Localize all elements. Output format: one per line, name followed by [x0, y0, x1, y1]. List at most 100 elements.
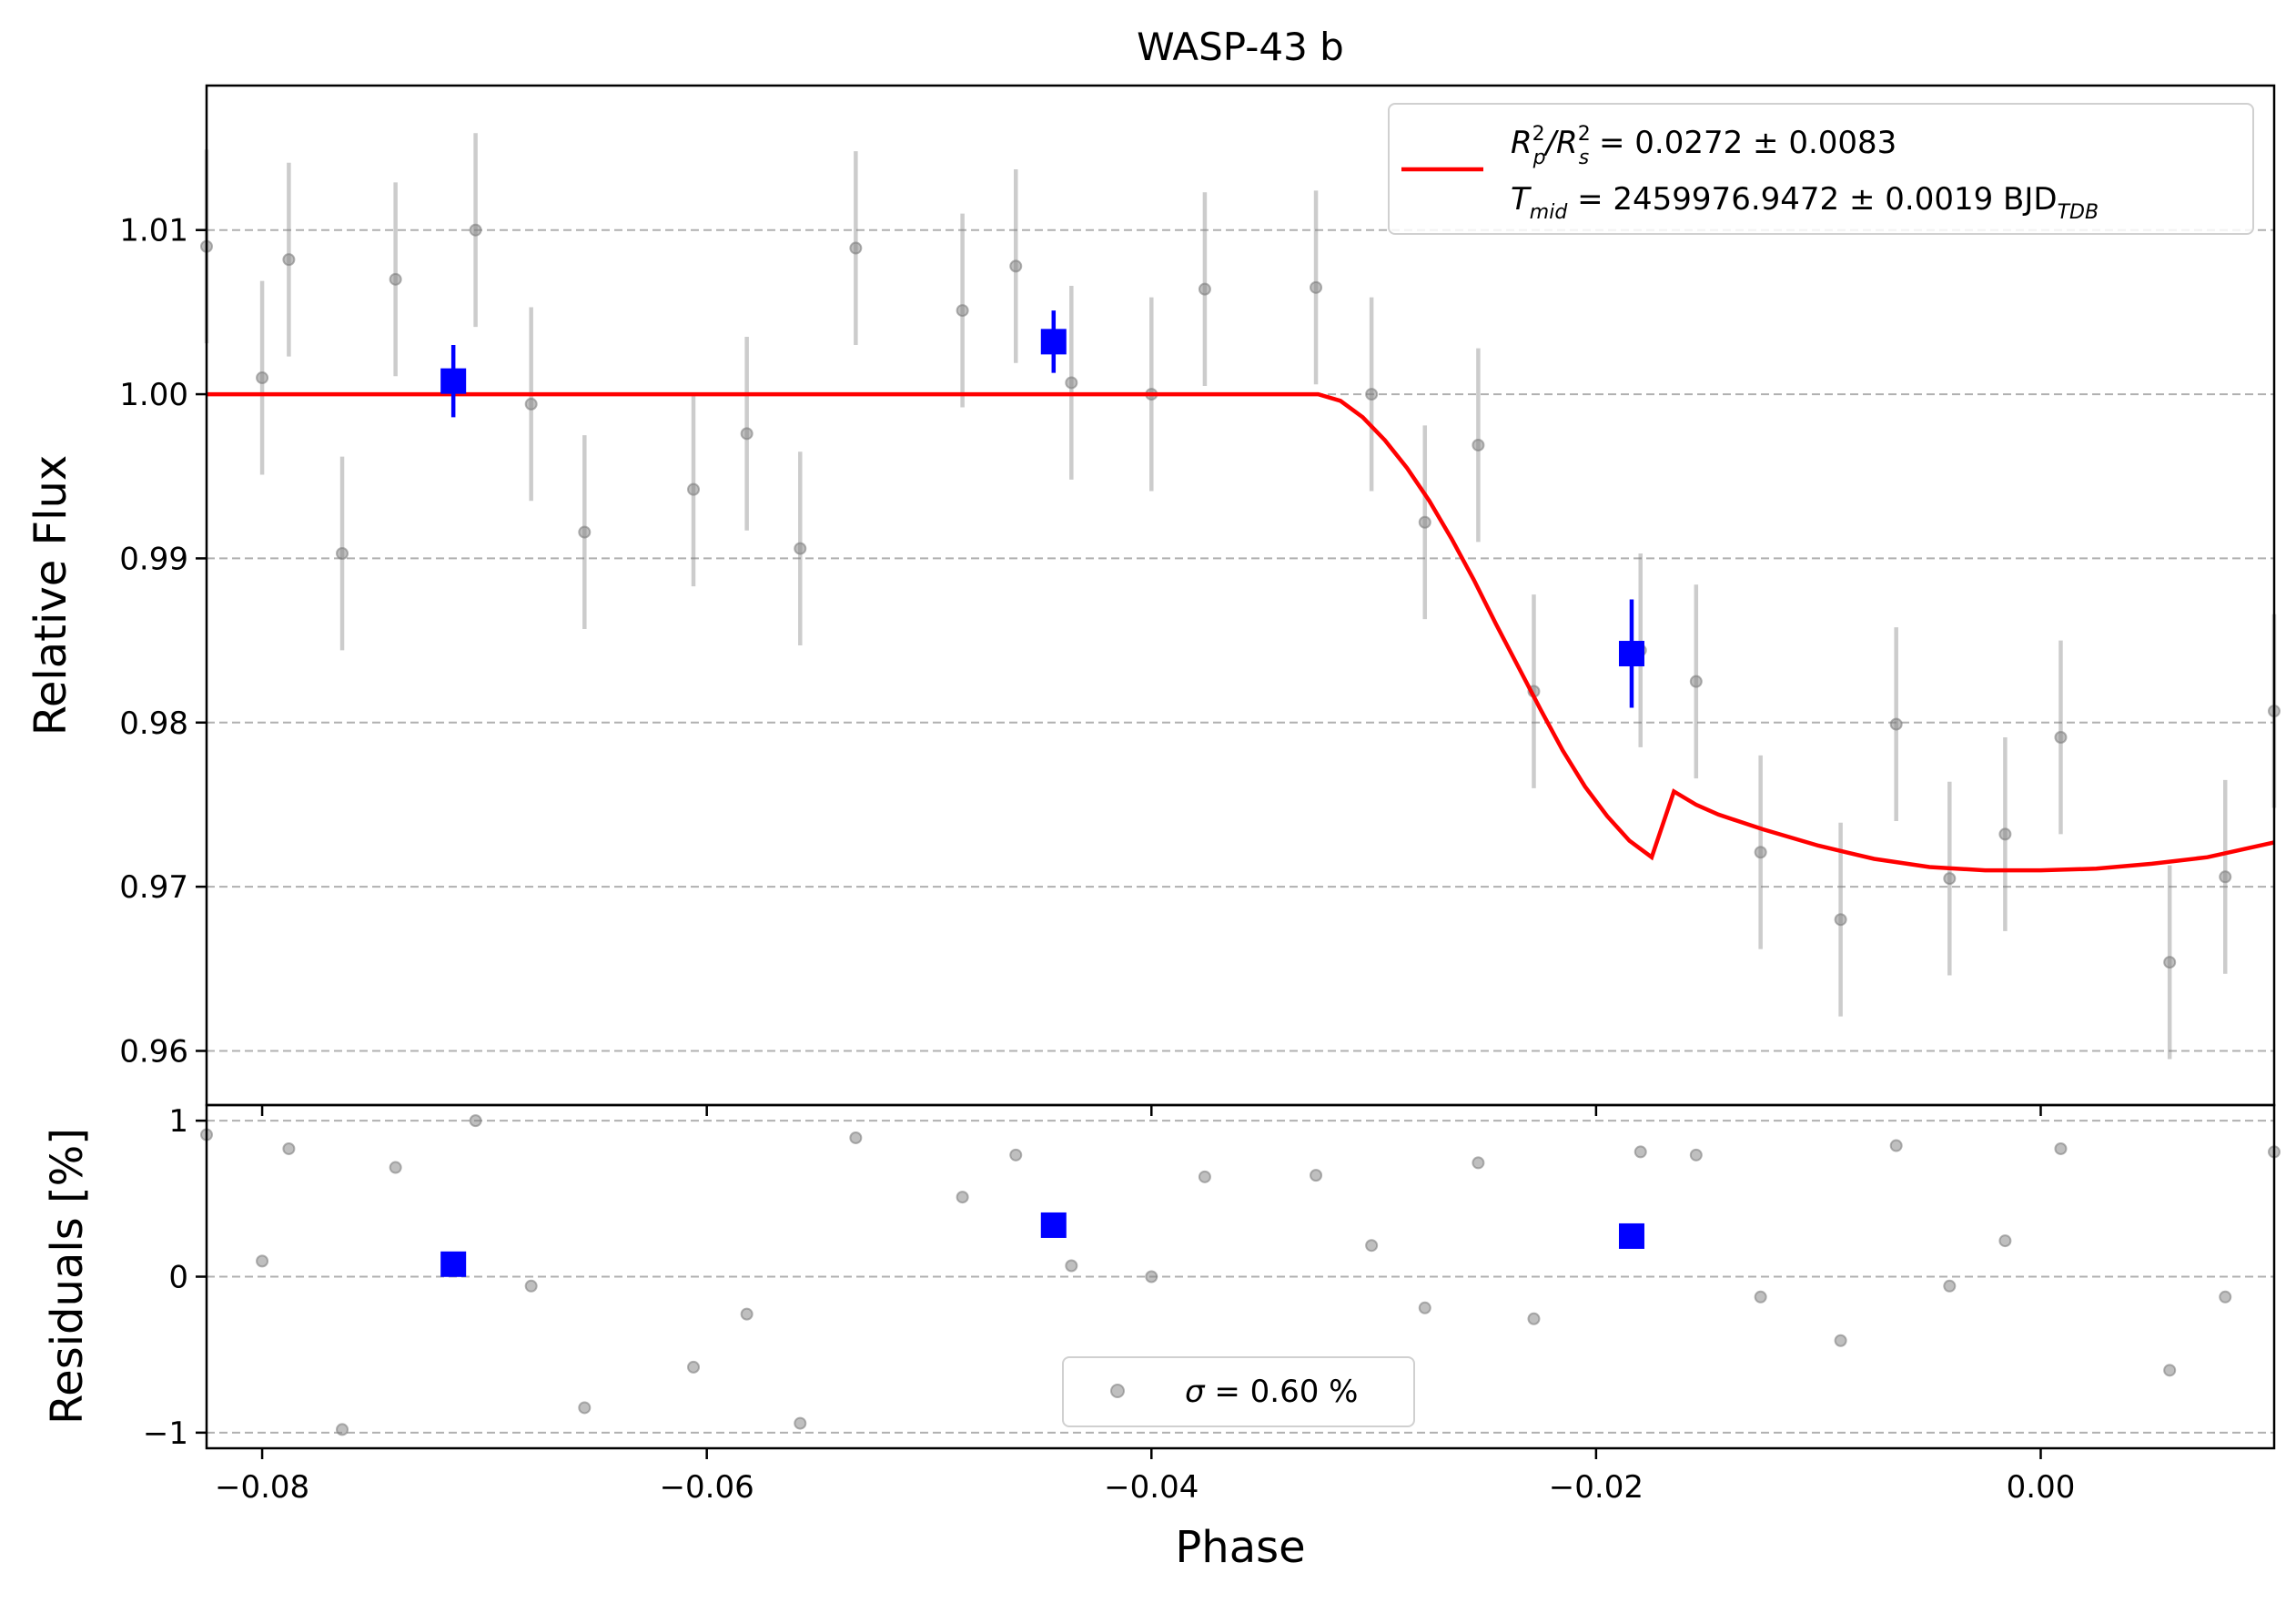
flux-binned-errorbars [450, 310, 1634, 708]
residuals-y-tick-label: 1 [168, 1103, 188, 1140]
residuals-y-ticks: −1 0 1 [143, 1103, 207, 1452]
residuals-raw-points [200, 1114, 2281, 1436]
flux-raw-point [1754, 846, 1767, 859]
x-tick-label: −0.02 [1549, 1469, 1644, 1506]
flux-raw-point [389, 272, 402, 286]
flux-raw-point [687, 482, 701, 496]
residuals-raw-point [1527, 1312, 1541, 1325]
flux-raw-point [1310, 280, 1323, 294]
flux-raw-point [282, 253, 296, 267]
flux-raw-point [1889, 717, 1903, 731]
flux-raw-point [956, 304, 969, 318]
flux-raw-point [336, 547, 349, 561]
residuals-binned-point [1618, 1223, 1644, 1249]
residuals-raw-point [1998, 1234, 2012, 1248]
flux-raw-point [794, 542, 807, 555]
flux-legend: R2 p/R2 s = 0.0272 ± 0.0083 Tmid = 2459976… [1388, 103, 2254, 235]
flux-raw-point [469, 223, 482, 237]
residuals-grid [207, 1120, 2274, 1434]
residuals-raw-point [1365, 1239, 1379, 1253]
flux-panel: 0.96 0.97 0.98 0.99 1.00 1.01 Relative Flux R… [25, 84, 2281, 1116]
flux-y-tick-label: 0.96 [119, 1033, 188, 1070]
residuals-binned-points [440, 1212, 1644, 1277]
flux-plot-frame [205, 84, 2276, 1107]
flux-raw-points [200, 223, 2281, 969]
residuals-raw-point [1889, 1139, 1903, 1152]
flux-raw-point [2054, 731, 2068, 745]
x-axis-label: Phase [1175, 1522, 1305, 1573]
flux-raw-errorbars [204, 133, 2277, 1060]
residuals-raw-point [2163, 1364, 2177, 1377]
residuals-raw-point [1009, 1148, 1023, 1162]
legend-tmid-entry: Tmid = 2459976.9472 ± 0.0019 BJDTDB [1511, 181, 2099, 224]
flux-y-tick-label: 0.98 [119, 705, 188, 742]
residuals-y-tick-label: −1 [143, 1415, 188, 1452]
flux-binned-point [440, 368, 467, 394]
flux-raw-point [1834, 913, 1847, 927]
flux-raw-point [578, 525, 592, 539]
flux-y-ticks: 0.96 0.97 0.98 0.99 1.00 1.01 [119, 213, 207, 1070]
x-tick-label: 0.00 [2007, 1469, 2076, 1506]
residuals-raw-point [1418, 1301, 1431, 1314]
legend-sigma-marker [1110, 1384, 1125, 1398]
x-tick-label: −0.06 [660, 1469, 754, 1506]
residuals-panel: −1 0 1 −0.08 −0.06 −0.04 −0.02 0.00 Residuals … [42, 1103, 2281, 1573]
flux-raw-point [2163, 956, 2177, 969]
flux-grid [207, 228, 2274, 1052]
flux-y-tick-label: 0.99 [119, 541, 188, 577]
residuals-raw-point [1633, 1145, 1647, 1159]
residuals-raw-point [740, 1307, 754, 1321]
flux-y-tick-label: 1.01 [119, 213, 188, 249]
residuals-legend-box [1062, 1356, 1415, 1427]
residuals-raw-point [2219, 1290, 2232, 1304]
residuals-raw-point [1834, 1334, 1847, 1347]
residuals-binned-point [440, 1251, 467, 1277]
residuals-raw-point [1472, 1156, 1485, 1170]
flux-y-axis-label: Relative Flux [25, 455, 76, 736]
transit-model-curve [207, 391, 2275, 873]
residuals-raw-point [1310, 1169, 1323, 1182]
flux-binned-point [1618, 641, 1644, 667]
flux-raw-point [1472, 438, 1485, 451]
x-tick-label: −0.08 [215, 1469, 309, 1506]
residuals-raw-point [849, 1131, 863, 1144]
residuals-legend: σ = 0.60 % [1062, 1356, 1415, 1427]
residuals-raw-point [1689, 1148, 1703, 1162]
residuals-raw-point [687, 1360, 701, 1374]
residuals-raw-point [389, 1161, 402, 1174]
residuals-y-axis-label: Residuals [%] [42, 1128, 93, 1425]
residuals-raw-point [1065, 1259, 1078, 1273]
flux-raw-point [1418, 515, 1431, 529]
residuals-raw-point [794, 1416, 807, 1430]
flux-legend-box [1388, 103, 2254, 235]
flux-raw-point [2219, 870, 2232, 884]
flux-y-tick-label: 0.97 [119, 869, 188, 906]
residuals-raw-point [578, 1401, 592, 1415]
residuals-raw-point [1943, 1279, 1957, 1293]
flux-binned-points [440, 329, 1644, 667]
flux-raw-point [256, 371, 269, 385]
flux-raw-point [1198, 282, 1211, 296]
flux-x-ticks [260, 1105, 2042, 1116]
legend-sigma-entry: σ = 0.60 % [1185, 1374, 1358, 1410]
flux-binned-point [1040, 329, 1067, 355]
x-tick-label: −0.04 [1104, 1469, 1199, 1506]
flux-raw-point [524, 397, 538, 411]
flux-raw-point [1943, 872, 1957, 886]
residuals-raw-point [1145, 1270, 1158, 1283]
residuals-raw-point [336, 1423, 349, 1436]
flux-raw-point [740, 427, 754, 441]
residuals-y-tick-label: 0 [168, 1260, 188, 1296]
residuals-raw-point [1754, 1290, 1767, 1304]
flux-raw-point [1998, 827, 2012, 841]
legend-depth-entry: R2 p/R2 s = 0.0272 ± 0.0083 [1511, 123, 1896, 169]
flux-raw-point [1689, 675, 1703, 688]
residuals-raw-point [469, 1114, 482, 1128]
residuals-binned-point [1040, 1212, 1067, 1238]
residuals-raw-point [956, 1191, 969, 1204]
residuals-x-ticks: −0.08 −0.06 −0.04 −0.02 0.00 [215, 1448, 2075, 1506]
residuals-raw-point [2054, 1141, 2068, 1155]
residuals-raw-point [282, 1141, 296, 1155]
flux-y-tick-label: 1.00 [119, 377, 188, 413]
